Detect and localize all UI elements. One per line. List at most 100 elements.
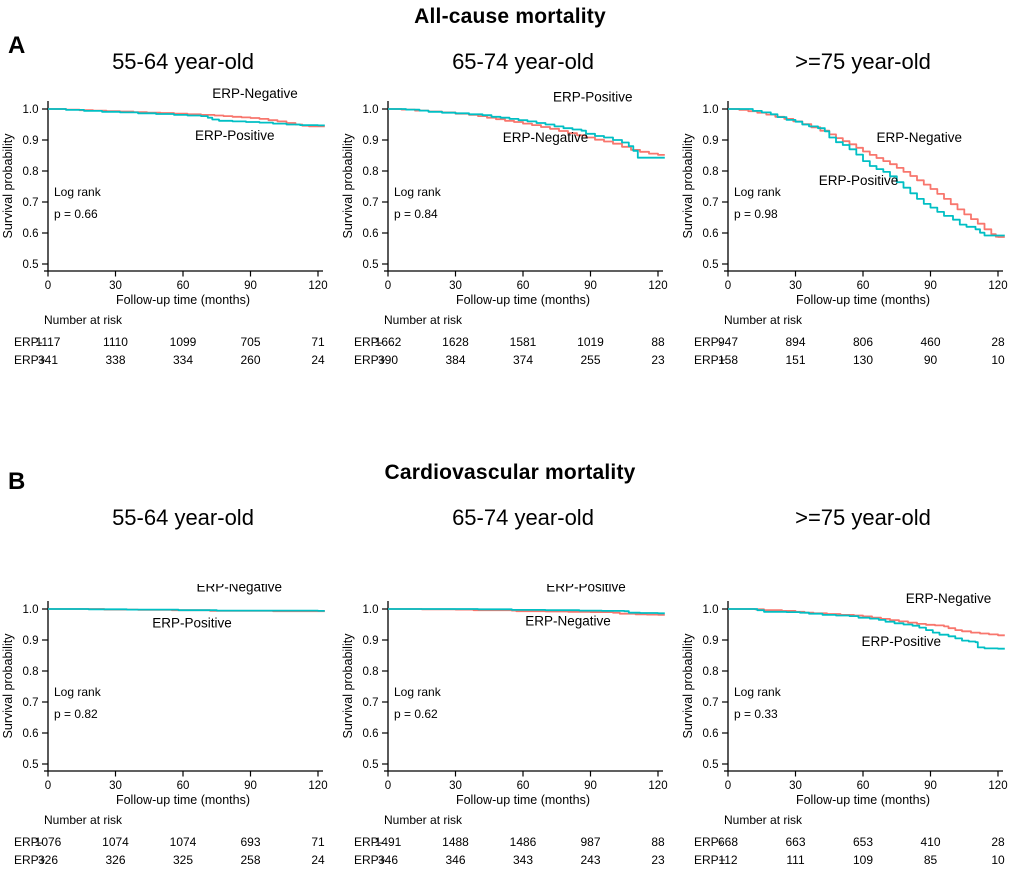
- x-tick-label: 120: [648, 780, 667, 792]
- y-axis-title: Survival probability: [681, 633, 695, 739]
- risk-count: 258: [240, 853, 260, 867]
- risk-count: 947: [718, 335, 738, 349]
- risk-count: 85: [924, 853, 938, 867]
- risk-count: 1117: [36, 335, 61, 349]
- series-label: ERP-Negative: [196, 584, 282, 594]
- section-cardiovascular: Cardiovascular mortality B 55-64 year-ol…: [0, 456, 1020, 874]
- y-tick-label: 1.0: [23, 104, 39, 116]
- risk-count: 1019: [577, 335, 604, 349]
- x-tick-label: 30: [449, 280, 462, 292]
- series-label: ERP-Positive: [553, 89, 633, 104]
- p-value-label: p = 0.82: [54, 707, 98, 721]
- y-tick-label: 1.0: [703, 104, 719, 116]
- series-label: ERP-Negative: [906, 591, 992, 606]
- y-tick-label: 0.6: [363, 228, 379, 240]
- x-tick-label: 90: [584, 780, 597, 792]
- risk-count: 334: [173, 353, 193, 367]
- risk-count: 130: [853, 353, 873, 367]
- x-axis-title: Follow-up time (months): [796, 293, 930, 307]
- risk-count: 112: [718, 853, 737, 867]
- section-a-title: All-cause mortality: [414, 5, 606, 28]
- y-tick-label: 0.7: [23, 697, 39, 709]
- logrank-label: Log rank: [734, 185, 782, 199]
- risk-count: 10: [991, 853, 1005, 867]
- panel-title: >=75 year-old: [795, 49, 931, 74]
- series-label: ERP-Negative: [503, 130, 589, 145]
- x-tick-label: 120: [988, 780, 1007, 792]
- x-tick-label: 30: [789, 780, 802, 792]
- risk-count: 1662: [375, 335, 402, 349]
- y-tick-label: 1.0: [23, 604, 39, 616]
- risk-count: 325: [173, 853, 193, 867]
- risk-row-label: ERP+: [354, 853, 386, 867]
- risk-count: 24: [311, 353, 325, 367]
- y-tick-label: 0.6: [703, 728, 719, 740]
- y-tick-label: 0.9: [23, 135, 39, 147]
- x-tick-label: 60: [177, 780, 190, 792]
- risk-count: 326: [105, 853, 125, 867]
- panel-a-65-74: 65-74 year-old 0.5 0.6 0.7 0.8 0.9 1.0 0 30 60 90…: [340, 30, 680, 374]
- y-tick-label: 0.8: [703, 666, 719, 678]
- risk-row-label: ERP-: [694, 335, 723, 349]
- logrank-label: Log rank: [394, 685, 442, 699]
- logrank-label: Log rank: [734, 685, 782, 699]
- risk-table-title: Number at risk: [724, 813, 803, 827]
- y-tick-label: 0.9: [363, 635, 379, 647]
- y-tick-label: 0.6: [23, 228, 39, 240]
- survival-curve-erp-negative: [728, 608, 1005, 637]
- series-label: ERP-Positive: [195, 128, 275, 143]
- survival-curve-erp-positive: [728, 608, 1005, 650]
- y-tick-label: 0.7: [703, 697, 719, 709]
- panels-row-b: 55-64 year-old 0.5 0.6 0.7 0.8 0.9 1.0 0 30 60 90…: [0, 486, 1020, 874]
- p-value-label: p = 0.66: [54, 207, 98, 221]
- risk-count: 28: [991, 335, 1005, 349]
- x-tick-label: 60: [857, 780, 870, 792]
- km-chart-b-65-74: 0.5 0.6 0.7 0.8 0.9 1.0 0 30 60 90 120 Survival pro…: [341, 584, 668, 867]
- risk-count: 88: [651, 335, 665, 349]
- x-tick-label: 90: [244, 780, 257, 792]
- panel-title: >=75 year-old: [795, 505, 931, 530]
- risk-count: 326: [38, 853, 58, 867]
- panels-row-a: 55-64 year-old 0.5 0.6 0.7 0.8 0.9 1.0 0 30 60 90…: [0, 30, 1020, 374]
- km-chart-a-55-64: 0.5 0.6 0.7 0.8 0.9 1.0 0 30 60 90 120 Survival pro…: [1, 86, 328, 367]
- x-tick-label: 60: [857, 280, 870, 292]
- x-tick-label: 30: [789, 280, 802, 292]
- section-a-label: A: [8, 32, 26, 59]
- risk-count: 341: [38, 353, 58, 367]
- risk-count: 987: [580, 835, 600, 849]
- risk-count: 28: [991, 835, 1005, 849]
- p-value-label: p = 0.98: [734, 207, 778, 221]
- risk-count: 1074: [170, 835, 197, 849]
- survival-curve-erp-positive: [388, 108, 665, 159]
- p-value-label: p = 0.84: [394, 207, 438, 221]
- risk-count: 1110: [103, 335, 128, 349]
- x-axis-title: Follow-up time (months): [796, 793, 930, 807]
- risk-count: 260: [240, 353, 260, 367]
- x-tick-label: 30: [109, 280, 122, 292]
- x-axis-title: Follow-up time (months): [116, 793, 250, 807]
- series-label: ERP-Negative: [876, 130, 962, 145]
- panel-title: 65-74 year-old: [452, 49, 594, 74]
- y-tick-label: 0.8: [23, 166, 39, 178]
- y-tick-label: 0.5: [703, 759, 719, 771]
- y-tick-label: 0.5: [363, 759, 379, 771]
- risk-count: 88: [651, 835, 665, 849]
- risk-row-label: ERP+: [14, 353, 46, 367]
- series-label: ERP-Positive: [861, 634, 941, 649]
- panel-b-75plus: >=75 year-old 0.5 0.6 0.7 0.8 0.9 1.0 0 30 60 90 1…: [680, 486, 1020, 874]
- x-tick-label: 90: [924, 780, 937, 792]
- y-tick-label: 0.5: [23, 259, 39, 271]
- x-tick-label: 120: [988, 280, 1007, 292]
- panel-title: 55-64 year-old: [112, 49, 254, 74]
- risk-count: 346: [445, 853, 465, 867]
- y-tick-label: 1.0: [363, 604, 379, 616]
- logrank-label: Log rank: [54, 185, 102, 199]
- risk-count: 151: [785, 353, 805, 367]
- risk-count: 894: [785, 335, 805, 349]
- y-tick-label: 0.9: [703, 135, 719, 147]
- risk-count: 243: [580, 853, 600, 867]
- risk-row-label: ERP+: [354, 353, 386, 367]
- risk-count: 24: [311, 853, 325, 867]
- x-tick-label: 90: [924, 280, 937, 292]
- risk-count: 663: [785, 835, 805, 849]
